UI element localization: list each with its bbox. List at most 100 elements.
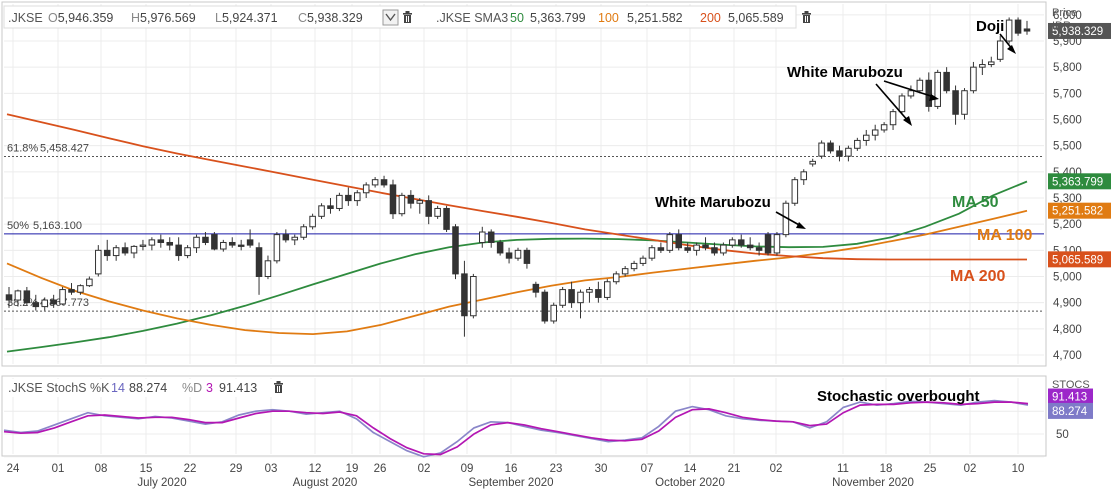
candle-body xyxy=(675,234,683,249)
candle-body xyxy=(693,244,700,251)
candle-body xyxy=(970,66,977,92)
price-panel[interactable] xyxy=(1,1,1047,367)
candle-body xyxy=(586,289,593,293)
date-tick-label: 25 xyxy=(924,463,937,475)
date-tick-label: 02 xyxy=(418,463,431,475)
candle-body xyxy=(95,249,102,275)
chevron-down-icon[interactable] xyxy=(382,9,399,26)
candle-body xyxy=(818,142,825,157)
candle-body xyxy=(389,184,397,215)
price-tick-label: 5,600 xyxy=(1053,115,1082,127)
candle-body xyxy=(139,244,147,247)
candle-body xyxy=(487,231,495,243)
candle-body xyxy=(684,247,691,251)
price-tick-label: 6,000 xyxy=(1053,10,1082,22)
candle-body xyxy=(300,226,307,238)
fib-level-value: 5,163.100 xyxy=(33,220,82,232)
candle-body xyxy=(559,289,566,306)
candle-body xyxy=(121,247,129,254)
label-ma50: MA 50 xyxy=(952,194,999,211)
candle-body xyxy=(166,241,174,246)
candle-body xyxy=(461,273,468,317)
sma200-value: 5,065.589 xyxy=(728,11,784,25)
candle-body xyxy=(791,179,799,204)
candle-body xyxy=(800,171,808,181)
candle-body xyxy=(595,289,602,298)
trash-icon[interactable] xyxy=(274,381,283,393)
month-label: November 2020 xyxy=(832,477,914,489)
candle-body xyxy=(353,192,361,202)
price-tick-label: 4,800 xyxy=(1053,324,1082,336)
stoch-k-period: 14 xyxy=(111,381,125,395)
candle-body xyxy=(112,247,120,257)
candle-body xyxy=(737,239,745,246)
candle-body xyxy=(398,194,406,215)
close-value: 5,938.329 xyxy=(307,11,363,25)
symbol-label: .JKSE xyxy=(8,11,43,25)
candle-body xyxy=(854,139,861,149)
arrow-marubozu-b xyxy=(883,80,935,98)
candle-body xyxy=(550,304,557,322)
price-tick-label: 5,200 xyxy=(1053,219,1082,231)
candle-body xyxy=(246,239,254,246)
price-legend-bg xyxy=(3,5,797,29)
sma200-period: 200 xyxy=(700,11,721,25)
fib-level-pct: 61.8% xyxy=(7,143,38,155)
open-value: 5,946.359 xyxy=(58,11,114,25)
stoch-legend-bg xyxy=(4,379,289,397)
candle-body xyxy=(50,299,57,305)
candle-body xyxy=(479,231,486,243)
last-value-tag xyxy=(1048,173,1111,190)
stoch-title: .JKSE StochS %K xyxy=(8,381,110,395)
low-value: 5,924.371 xyxy=(222,11,278,25)
candle-body xyxy=(666,234,674,251)
candle-body xyxy=(514,249,522,259)
candle-body xyxy=(925,79,933,107)
candle-body xyxy=(612,273,620,283)
candle-body xyxy=(77,285,84,293)
arrowhead-marubozu-b xyxy=(929,94,939,101)
high-label: H xyxy=(131,11,140,25)
candle-body xyxy=(845,147,852,157)
candle-body xyxy=(639,257,647,264)
candle-body xyxy=(5,294,13,301)
last-value-tag xyxy=(1048,22,1111,39)
trash-icon[interactable] xyxy=(802,11,811,23)
candle-body xyxy=(996,40,1004,60)
price-tick-label: 4,700 xyxy=(1053,350,1082,362)
month-label: September 2020 xyxy=(468,477,553,489)
price-tick-label: 5,300 xyxy=(1053,193,1082,205)
arrowhead-marubozu-a xyxy=(903,116,912,126)
candle-body xyxy=(41,299,48,308)
fib-level-pct: 50% xyxy=(7,220,29,232)
candle-body xyxy=(961,90,968,115)
date-tick-label: 22 xyxy=(184,463,197,475)
stoch-line xyxy=(3,401,1029,456)
candle-body xyxy=(255,247,263,277)
candle-body xyxy=(148,239,156,246)
trash-icon[interactable] xyxy=(403,11,412,23)
candle-body xyxy=(416,200,424,204)
date-tick-label: 29 xyxy=(230,463,243,475)
stoch-d-value: 91.413 xyxy=(219,381,257,395)
sma100-value: 5,251.582 xyxy=(627,11,683,25)
candle-body xyxy=(568,289,575,304)
date-tick-label: 30 xyxy=(595,463,608,475)
candle-body xyxy=(711,247,718,254)
candle-body xyxy=(720,244,727,254)
annotation-white-marubozu-bottom: White Marubozu xyxy=(655,194,771,211)
price-tick-label: 5,900 xyxy=(1053,36,1082,48)
candle-body xyxy=(773,234,781,254)
candle-body xyxy=(952,90,959,115)
candle-body xyxy=(988,61,995,66)
sma100-period: 100 xyxy=(598,11,619,25)
last-value-text: 5,065.589 xyxy=(1052,254,1103,266)
candle-body xyxy=(880,124,888,131)
candle-body xyxy=(211,234,218,250)
price-tick-label: 4,900 xyxy=(1053,298,1082,310)
candle-body xyxy=(336,194,343,209)
date-tick-label: 15 xyxy=(140,463,153,475)
stoch-value-text: 91.413 xyxy=(1052,392,1087,404)
candlesticks xyxy=(5,17,1031,337)
